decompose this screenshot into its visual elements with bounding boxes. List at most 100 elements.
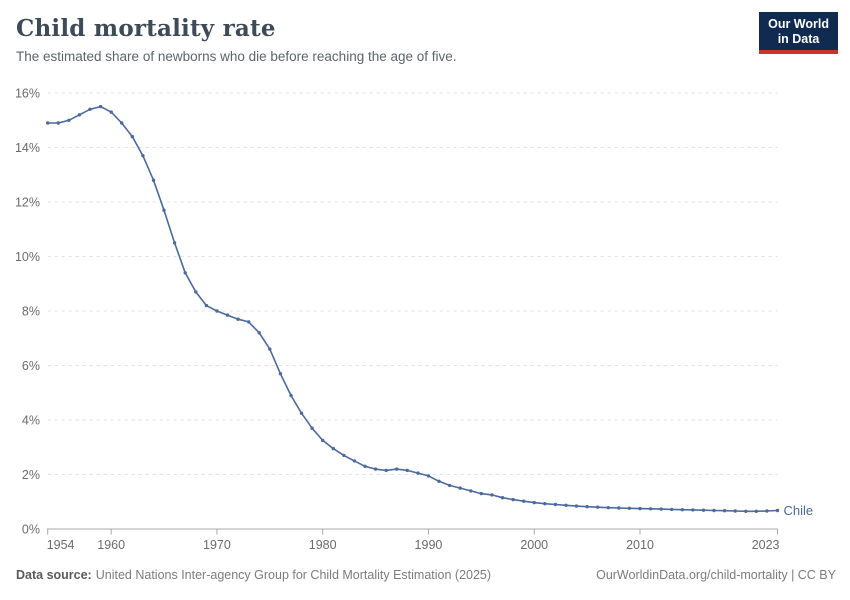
data-point[interactable] bbox=[405, 468, 409, 473]
data-point[interactable] bbox=[765, 509, 769, 513]
data-point[interactable] bbox=[670, 507, 674, 512]
data-point[interactable] bbox=[701, 508, 706, 512]
data-point[interactable] bbox=[363, 464, 367, 468]
data-point[interactable] bbox=[162, 208, 166, 212]
data-point[interactable] bbox=[172, 241, 177, 245]
data-point[interactable] bbox=[77, 113, 82, 117]
data-point[interactable] bbox=[574, 504, 579, 508]
data-point[interactable] bbox=[490, 493, 494, 497]
data-point[interactable] bbox=[722, 509, 727, 513]
y-tick-label: 0% bbox=[22, 523, 40, 537]
data-point[interactable] bbox=[321, 438, 325, 443]
data-point[interactable] bbox=[310, 426, 314, 430]
data-point[interactable] bbox=[183, 271, 187, 275]
data-point[interactable] bbox=[754, 509, 758, 513]
x-tick-label: 1970 bbox=[203, 538, 231, 552]
data-point[interactable] bbox=[585, 505, 589, 509]
data-point[interactable] bbox=[733, 509, 737, 513]
data-point[interactable] bbox=[691, 508, 695, 512]
data-point[interactable] bbox=[331, 446, 335, 451]
data-point[interactable] bbox=[46, 121, 50, 125]
data-point[interactable] bbox=[532, 500, 536, 505]
data-point[interactable] bbox=[744, 509, 748, 513]
x-tick-label: 1960 bbox=[97, 538, 125, 552]
data-point[interactable] bbox=[109, 110, 113, 114]
data-point[interactable] bbox=[236, 317, 240, 321]
data-point[interactable] bbox=[141, 154, 145, 158]
y-tick-label: 2% bbox=[22, 468, 40, 482]
owid-logo[interactable]: Our World in Data bbox=[759, 12, 838, 54]
page-title: Child mortality rate bbox=[16, 15, 276, 42]
data-point[interactable] bbox=[617, 506, 621, 510]
data-point[interactable] bbox=[543, 502, 547, 506]
data-point[interactable] bbox=[130, 134, 134, 139]
footer-link[interactable]: OurWorldinData.org/child-mortality | CC … bbox=[596, 568, 836, 582]
data-point[interactable] bbox=[659, 507, 663, 511]
data-point[interactable] bbox=[268, 347, 272, 351]
chart-subtitle: The estimated share of newborns who die … bbox=[16, 49, 457, 64]
owid-logo-line1: Our World bbox=[768, 17, 829, 31]
data-point[interactable] bbox=[426, 474, 431, 478]
data-point[interactable] bbox=[342, 453, 346, 458]
data-point[interactable] bbox=[384, 468, 388, 473]
y-tick-label: 8% bbox=[22, 305, 40, 319]
series-end-label-chile[interactable]: Chile bbox=[784, 503, 814, 518]
data-point[interactable] bbox=[458, 486, 462, 490]
data-point[interactable] bbox=[56, 121, 60, 125]
data-source: Data source: United Nations Inter-agency … bbox=[16, 568, 491, 582]
data-point[interactable] bbox=[522, 499, 526, 503]
data-source-label: Data source: bbox=[16, 568, 92, 582]
data-point[interactable] bbox=[225, 313, 230, 317]
data-point[interactable] bbox=[289, 393, 293, 398]
x-tick-label: 2010 bbox=[626, 538, 654, 552]
data-point[interactable] bbox=[596, 505, 600, 509]
data-point[interactable] bbox=[564, 503, 568, 507]
data-point[interactable] bbox=[278, 372, 283, 376]
x-tick-label: 1954 bbox=[47, 538, 75, 552]
y-tick-label: 12% bbox=[15, 196, 40, 210]
data-point[interactable] bbox=[648, 507, 653, 511]
x-tick-label: 1990 bbox=[415, 538, 443, 552]
data-point[interactable] bbox=[257, 331, 261, 335]
data-point[interactable] bbox=[606, 506, 610, 510]
data-point[interactable] bbox=[120, 121, 124, 125]
data-point[interactable] bbox=[299, 411, 304, 415]
series-line-chile[interactable] bbox=[46, 105, 779, 513]
data-point[interactable] bbox=[98, 104, 103, 109]
data-source-text: United Nations Inter-agency Group for Ch… bbox=[95, 568, 492, 582]
data-point[interactable] bbox=[627, 506, 632, 510]
data-point[interactable] bbox=[553, 502, 558, 507]
data-point[interactable] bbox=[712, 508, 716, 513]
data-point[interactable] bbox=[479, 491, 483, 496]
data-point[interactable] bbox=[247, 320, 251, 324]
data-point[interactable] bbox=[469, 489, 473, 493]
data-point[interactable] bbox=[775, 508, 780, 513]
data-point[interactable] bbox=[447, 483, 452, 488]
y-tick-label: 6% bbox=[22, 359, 40, 373]
data-point[interactable] bbox=[194, 290, 198, 294]
owid-logo-line2: in Data bbox=[777, 32, 820, 46]
data-point[interactable] bbox=[88, 107, 92, 112]
data-point[interactable] bbox=[204, 303, 209, 308]
data-point[interactable] bbox=[500, 496, 505, 500]
x-tick-label: 1980 bbox=[309, 538, 337, 552]
data-point[interactable] bbox=[437, 479, 441, 483]
y-tick-label: 14% bbox=[15, 141, 40, 155]
data-point[interactable] bbox=[352, 459, 357, 463]
x-tick-label: 2000 bbox=[520, 538, 548, 552]
data-point[interactable] bbox=[395, 467, 399, 471]
y-tick-label: 10% bbox=[15, 250, 40, 264]
y-tick-label: 16% bbox=[15, 87, 40, 101]
data-point[interactable] bbox=[416, 471, 420, 475]
data-point[interactable] bbox=[511, 497, 515, 502]
data-point[interactable] bbox=[373, 467, 378, 471]
chart-footer: Data source: United Nations Inter-agency … bbox=[16, 568, 836, 582]
data-point[interactable] bbox=[215, 309, 219, 313]
data-point[interactable] bbox=[67, 118, 71, 123]
data-point[interactable] bbox=[151, 178, 156, 182]
data-point[interactable] bbox=[638, 506, 642, 511]
data-point[interactable] bbox=[680, 508, 684, 512]
chart-header: Child mortality rate The estimated share… bbox=[0, 0, 850, 64]
x-tick-label: 2023 bbox=[752, 538, 780, 552]
